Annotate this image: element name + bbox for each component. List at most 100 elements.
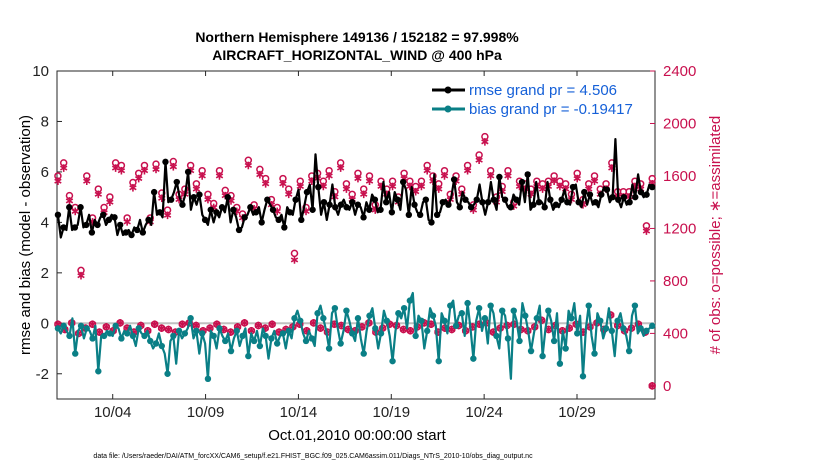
bias-point [539,352,546,360]
bias-point [129,332,137,340]
assimilated-obs-marker [152,165,160,174]
rmse-point [586,191,594,198]
rmse-point [411,201,418,208]
bias-point [516,337,523,345]
y-tick-label: 8 [41,113,49,130]
assimilated-obs-marker [135,174,143,183]
bias-point [181,330,189,337]
rmse-point [196,191,203,198]
y-tick-label: -2 [36,366,49,383]
bias-point [522,312,529,319]
rmse-point [150,188,158,196]
assimilated-obs-marker [94,190,103,199]
rmse-point [83,221,90,229]
rmse-point [258,219,265,226]
rmse-point [643,191,650,198]
bias-point [66,332,73,340]
rmse-point [139,229,147,236]
assimilated-obs-marker [178,320,187,329]
x-tick-label: 10/14 [280,404,318,421]
y-axis-left-ticks: -2 0 2 4 6 8 10 [32,63,62,383]
assimilated-obs-marker [365,177,374,186]
rmse-point [490,196,497,203]
rmse-point [467,204,475,211]
bias-point [175,327,183,335]
rmse-point [133,226,141,234]
rmse-point [462,196,469,203]
bias-point [429,312,437,319]
x-tick-label: 10/29 [558,404,596,421]
bias-point [395,310,402,317]
bias-point [256,342,264,350]
rmse-point [230,206,237,213]
bias-point [100,332,108,340]
bias-point [585,302,592,309]
bias-point [649,322,656,330]
assimilated-obs-marker [198,172,206,180]
rmse-point [366,206,373,213]
bias-point [510,307,517,314]
bias-point [227,347,235,355]
rmse-point [388,209,396,216]
bias-point [504,335,512,342]
y-tick-label: 6 [41,164,49,181]
chart-title: Northern Hemisphere 149136 / 152182 = 97… [195,29,519,45]
bias-point [204,375,212,383]
rmse-point [286,209,294,216]
rmse-point [105,216,113,224]
bias-point [308,335,315,342]
bias-point [574,330,581,337]
rmse-point [598,191,605,198]
bias-point [279,330,287,337]
bias-series [54,291,656,383]
bias-point [245,352,252,360]
bias-point [187,315,194,322]
assimilated-obs-marker [463,166,472,175]
bias-point [164,370,171,377]
rmse-point [264,196,271,203]
legend-rmse-label: rmse grand pr = 4.506 [469,82,617,99]
assimilated-obs-marker [435,185,443,193]
rmse-point [524,171,531,178]
rmse-point [145,216,152,224]
rmse-point [218,204,226,211]
rmse-point [637,188,645,196]
rmse-point [405,211,413,219]
bias-point [216,325,223,332]
assimilated-obs-marker [481,138,489,146]
bias-point [556,360,564,367]
rmse-point [303,188,311,196]
assimilated-obs-marker [150,320,159,329]
bias-point [152,340,160,347]
rmse-point [450,176,458,183]
x-axis-ticks: 10/04 10/09 10/14 10/19 10/24 10/29 [94,71,596,421]
bias-point [366,312,373,319]
bias-point [493,332,500,340]
bias-point [406,297,414,304]
assimilated-obs-marker [440,172,449,180]
rmse-point [349,199,356,206]
rmse-point [626,199,633,206]
data-file-footnote: data file: /Users/raeder/DAI/ATM_forcXX/… [93,453,533,460]
assimilated-obs-marker [590,177,599,186]
assimilated-obs-marker [215,172,224,180]
rmse-point [332,204,339,211]
y-right-tick-label: 2000 [663,115,696,132]
bias-point [608,327,616,335]
rmse-point [484,199,492,206]
assimilated-obs-marker [77,271,85,280]
assimilated-obs-marker [316,324,325,332]
assimilated-obs-marker [573,174,581,183]
bias-point [562,345,569,352]
bias-point [112,322,119,330]
rmse-series [54,138,656,239]
rmse-point [207,206,214,213]
bias-point [320,315,327,322]
assimilated-obs-marker [342,185,351,193]
assimilated-obs-marker [325,172,333,180]
y-axis-label-left: rmse and bias (model - observation) [17,115,34,355]
assimilated-obs-marker [354,174,362,183]
bias-point [60,322,67,330]
assimilated-obs-marker [254,321,263,330]
bias-point [452,322,460,330]
